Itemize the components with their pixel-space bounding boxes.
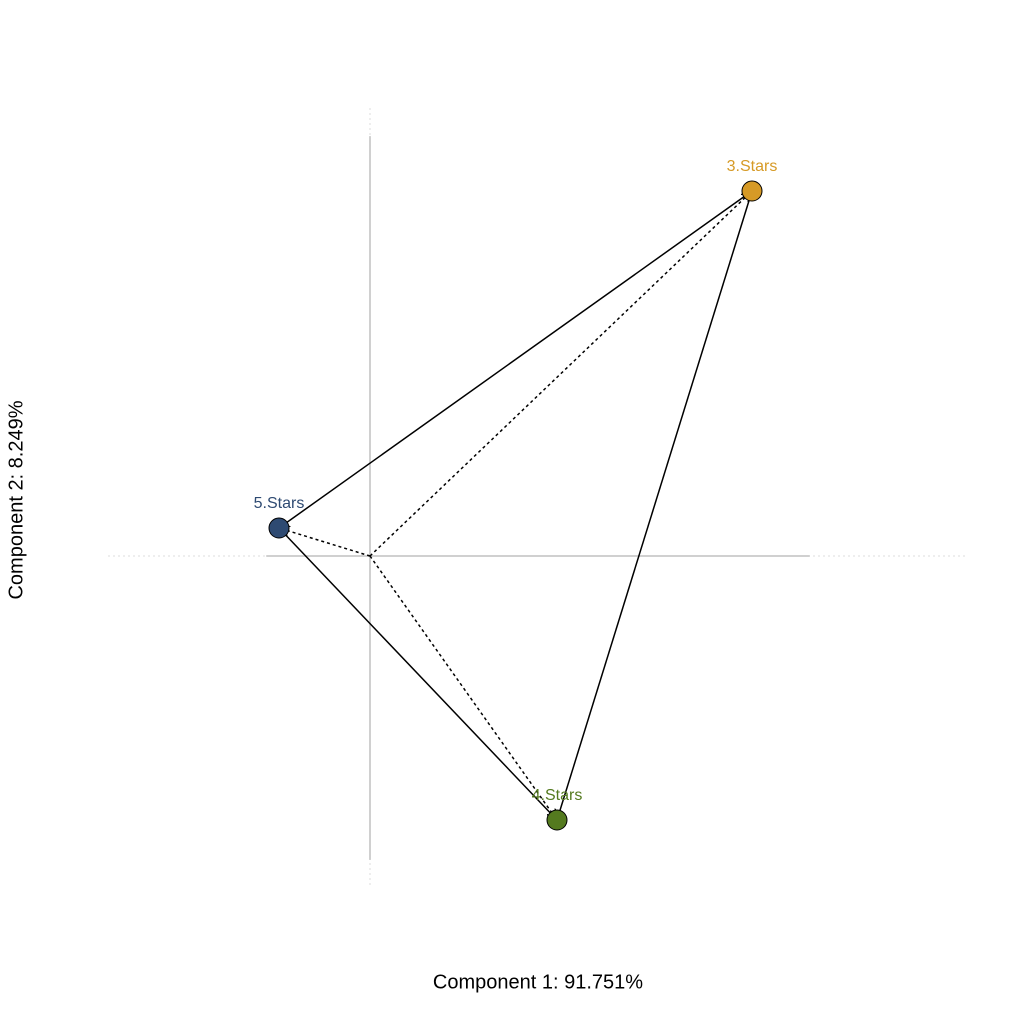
point: [741, 180, 763, 202]
origin-vector: [279, 528, 371, 557]
point: [268, 517, 290, 539]
x-axis-label: Component 1: 91.751%: [433, 971, 643, 993]
edge: [278, 190, 753, 529]
y-axis-label: Component 2: 8.249%: [5, 400, 27, 599]
point-label: 3.Stars: [727, 158, 778, 175]
edge: [556, 190, 753, 821]
origin-vector: [369, 555, 557, 820]
point-label: 4.Stars: [532, 787, 583, 804]
point: [546, 809, 568, 831]
edge: [278, 527, 558, 821]
point-label: 5.Stars: [254, 495, 305, 512]
origin-vector: [369, 191, 752, 557]
